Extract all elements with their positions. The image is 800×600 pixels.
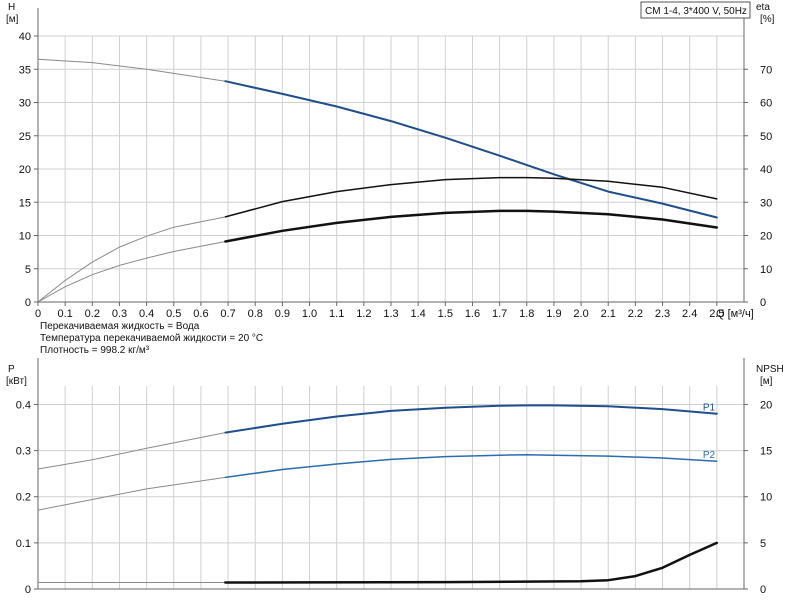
x-tick-label: 0.7	[220, 308, 235, 320]
right-tick-label: 50	[760, 131, 772, 143]
right-tick-label: 60	[760, 98, 772, 110]
series-label: P2	[703, 450, 716, 461]
left-axis-unit: [м]	[6, 14, 19, 25]
series-line	[224, 80, 718, 219]
left-tick-label: 20	[19, 164, 31, 176]
right-tick-label: 30	[760, 197, 772, 209]
series-line	[224, 209, 719, 243]
series-line	[224, 541, 719, 584]
x-tick-label: 2.0	[573, 308, 588, 320]
series-line-extension	[37, 58, 226, 82]
x-tick-label: 1.5	[438, 308, 453, 320]
x-tick-label: 0.8	[248, 308, 263, 320]
x-tick-label: 0.1	[58, 308, 73, 320]
left-axis-title: P	[8, 364, 15, 375]
right-axis-unit: [%]	[760, 14, 775, 25]
series-line-extension	[37, 476, 226, 511]
x-tick-label: 1.2	[356, 308, 371, 320]
x-tick-label: 2.3	[655, 308, 670, 320]
right-tick-label: 0	[760, 297, 766, 309]
left-tick-label: 40	[19, 31, 31, 43]
x-axis-label: Q [м³/ч]	[716, 308, 754, 320]
left-tick-label: 0	[25, 584, 31, 596]
left-tick-label: 0.1	[16, 538, 31, 550]
right-tick-label: 10	[760, 492, 772, 504]
left-tick-label: 35	[19, 64, 31, 76]
x-tick-label: 1.0	[302, 308, 317, 320]
left-axis-title: H	[8, 2, 15, 13]
right-axis-title: eta	[756, 2, 770, 13]
right-tick-label: 5	[760, 538, 766, 550]
x-tick-label: 0.3	[112, 308, 127, 320]
x-tick-label: 1.6	[465, 308, 480, 320]
fluid-note: Температура перекачиваемой жидкости = 20…	[40, 333, 263, 344]
x-tick-label: 1.7	[492, 308, 507, 320]
x-tick-label: 0.5	[166, 308, 181, 320]
x-tick-label: 1.8	[519, 308, 534, 320]
x-tick-label: 1.3	[383, 308, 398, 320]
x-tick-label: 0.2	[85, 308, 100, 320]
left-tick-label: 10	[19, 231, 31, 243]
legend-box-text: CM 1-4, 3*400 V, 50Hz	[645, 6, 747, 17]
x-tick-label: 1.9	[546, 308, 561, 320]
x-tick-label: 0.9	[275, 308, 290, 320]
right-axis-title: NPSH	[756, 364, 784, 375]
x-tick-label: 2.2	[628, 308, 643, 320]
left-tick-label: 0	[25, 297, 31, 309]
left-tick-label: 5	[25, 264, 31, 276]
left-tick-label: 0.2	[16, 492, 31, 504]
legend-box	[640, 1, 751, 19]
series-line	[224, 404, 718, 434]
series-line	[224, 453, 718, 479]
x-tick-label: 2.4	[682, 308, 697, 320]
left-tick-label: 15	[19, 197, 31, 209]
left-tick-label: 30	[19, 98, 31, 110]
left-tick-label: 0.4	[16, 399, 31, 411]
series-line	[224, 176, 718, 218]
right-tick-label: 20	[760, 231, 772, 243]
x-tick-label: 0.4	[139, 308, 154, 320]
left-tick-label: 0.3	[16, 446, 31, 458]
x-tick-label: 2.1	[601, 308, 616, 320]
series-label: P1	[703, 403, 716, 414]
right-tick-label: 15	[760, 446, 772, 458]
right-tick-label: 70	[760, 64, 772, 76]
series-line-extension	[37, 241, 226, 303]
x-tick-label: 0	[35, 308, 41, 320]
x-tick-label: 1.4	[411, 308, 426, 320]
x-tick-label: 1.1	[329, 308, 344, 320]
right-axis-unit: [м]	[760, 376, 773, 387]
x-tick-label: 0.6	[193, 308, 208, 320]
fluid-note: Перекачиваемая жидкость = Вода	[40, 321, 200, 332]
left-tick-label: 25	[19, 131, 31, 143]
right-tick-label: 40	[760, 164, 772, 176]
x-tick-label: 2.5	[709, 308, 724, 320]
right-tick-label: 0	[760, 584, 766, 596]
fluid-note: Плотность = 998.2 кг/м³	[40, 345, 150, 356]
right-tick-label: 20	[760, 399, 772, 411]
series-line-extension	[37, 216, 226, 303]
series-line-extension	[37, 432, 226, 470]
right-tick-label: 10	[760, 264, 772, 276]
left-axis-unit: [кВт]	[6, 376, 27, 387]
